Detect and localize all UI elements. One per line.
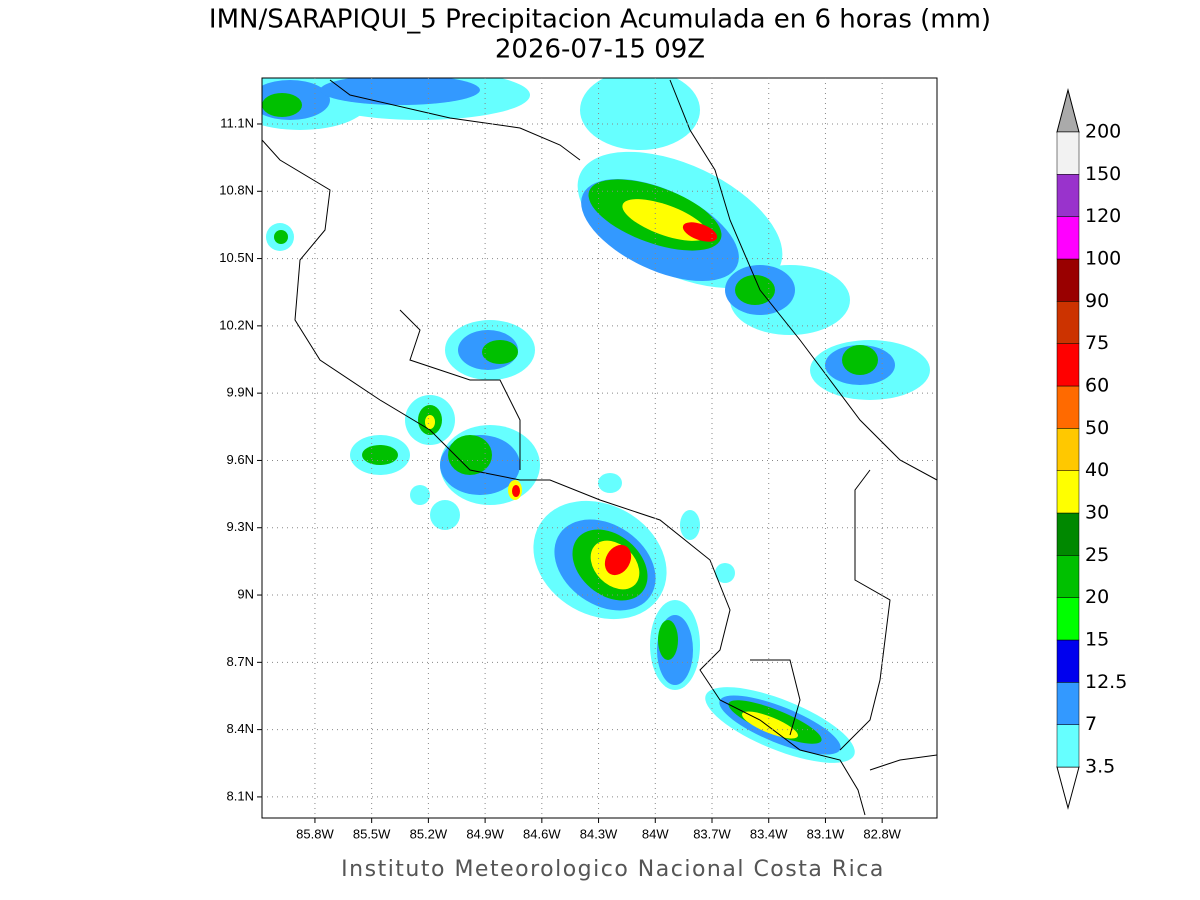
y-tick-label: 8.4N	[227, 721, 254, 736]
y-tick-label: 9N	[237, 586, 254, 601]
colorbar-segment	[1056, 597, 1080, 641]
x-tick-label: 82.8W	[863, 826, 901, 841]
x-tick-label: 83.7W	[693, 826, 731, 841]
colorbar-segment	[1056, 174, 1080, 217]
colorbar-segment	[1056, 682, 1080, 725]
map-frame	[261, 77, 938, 819]
y-tick-label: 10.8N	[219, 183, 254, 198]
colorbar-label: 15	[1085, 629, 1109, 651]
x-tick-label: 84.3W	[580, 826, 618, 841]
y-tick-label: 10.5N	[219, 250, 254, 265]
colorbar-segment	[1056, 724, 1080, 768]
y-tick-label: 10.2N	[219, 317, 254, 332]
colorbar-label: 60	[1085, 375, 1109, 397]
colorbar-segment	[1056, 258, 1080, 302]
colorbar-segment	[1056, 343, 1080, 387]
colorbar-segment	[1056, 301, 1080, 344]
subtitle: 2026-07-15 09Z	[495, 35, 705, 65]
colorbar-over	[1056, 88, 1080, 133]
colorbar-label: 3.5	[1085, 756, 1115, 778]
colorbar-segment	[1056, 216, 1080, 260]
colorbar-label: 200	[1085, 121, 1121, 143]
colorbar-label: 75	[1085, 332, 1109, 354]
colorbar-segment	[1056, 470, 1080, 514]
colorbar-label: 150	[1085, 163, 1121, 185]
x-tick-label: 85.8W	[296, 826, 334, 841]
x-tick-label: 85.2W	[410, 826, 448, 841]
y-tick-label: 8.7N	[227, 654, 254, 669]
coastline	[262, 79, 937, 816]
footer: Instituto Meteorologico Nacional Costa R…	[341, 857, 885, 882]
colorbar-label: 30	[1085, 502, 1109, 524]
y-tick-label: 11.1N	[220, 115, 254, 130]
colorbar-segment	[1056, 512, 1080, 556]
y-tick-label: 9.9N	[227, 385, 254, 400]
colorbar-label: 90	[1085, 290, 1109, 312]
colorbar-label: 120	[1085, 205, 1121, 227]
colorbar-label: 25	[1085, 544, 1109, 566]
colorbar-label: 100	[1085, 248, 1121, 270]
colorbar-label: 40	[1085, 459, 1109, 481]
colorbar-segment	[1056, 639, 1080, 683]
colorbar-label: 20	[1085, 586, 1109, 608]
x-tick-label: 83.4W	[750, 826, 788, 841]
colorbar-segment	[1056, 428, 1080, 471]
y-tick-label: 9.3N	[227, 519, 254, 534]
colorbar-under	[1056, 766, 1080, 810]
colorbar-label: 12.5	[1085, 671, 1127, 693]
title: IMN/SARAPIQUI_5 Precipitacion Acumulada …	[209, 5, 991, 35]
colorbar-label: 50	[1085, 417, 1109, 439]
x-tick-label: 85.5W	[353, 826, 391, 841]
x-tick-label: 84W	[642, 826, 669, 841]
colorbar-segment	[1056, 555, 1080, 598]
x-tick-label: 83.1W	[807, 826, 845, 841]
y-tick-label: 8.1N	[227, 788, 254, 803]
colorbar-segment	[1056, 385, 1080, 429]
x-tick-label: 84.9W	[466, 826, 504, 841]
precipitation-field	[262, 78, 930, 763]
colorbar-segment	[1056, 131, 1080, 175]
colorbar-label: 7	[1085, 713, 1097, 735]
y-tick-label: 9.6N	[227, 452, 254, 467]
x-tick-label: 84.6W	[523, 826, 561, 841]
